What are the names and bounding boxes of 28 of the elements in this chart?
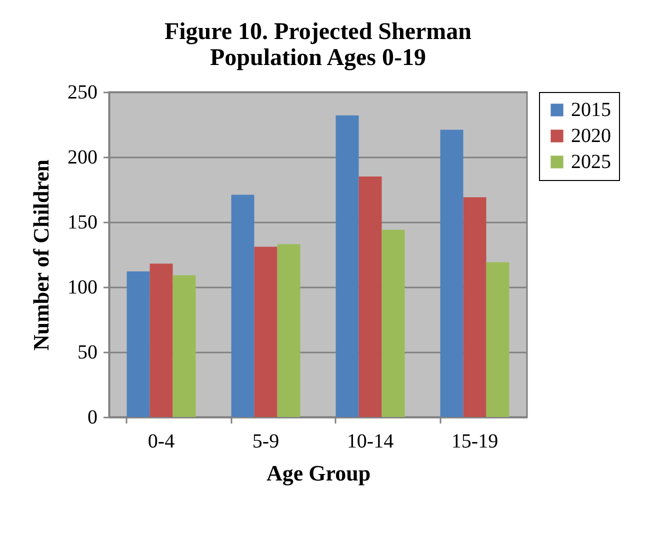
y-tick-label: 200 xyxy=(68,146,98,168)
legend-label: 2025 xyxy=(571,151,611,173)
bar xyxy=(126,271,150,417)
y-tick-label: 0 xyxy=(88,406,98,428)
y-tick-label: 100 xyxy=(68,276,98,298)
bar xyxy=(254,246,278,417)
y-axis-title: Number of Children xyxy=(28,159,54,351)
bar xyxy=(486,262,510,417)
bar xyxy=(463,197,486,417)
x-tick-label: 5-9 xyxy=(252,430,280,452)
x-axis-title: Age Group xyxy=(266,460,371,486)
x-tick-label: 15-19 xyxy=(451,430,498,452)
bar xyxy=(336,115,359,417)
bar xyxy=(150,264,173,417)
chart-title: Figure 10. Projected Sherman Population Ages 0-19 xyxy=(164,19,472,71)
bar xyxy=(277,244,300,417)
y-tick-label: 150 xyxy=(68,212,98,234)
bar xyxy=(231,194,254,417)
legend-label: 2020 xyxy=(571,125,611,147)
bar xyxy=(382,230,405,417)
bar xyxy=(358,176,382,417)
legend-label: 2015 xyxy=(571,99,611,121)
bar xyxy=(172,275,196,417)
bar xyxy=(440,130,464,417)
y-tick-label: 50 xyxy=(78,342,98,364)
x-tick-label: 0-4 xyxy=(148,430,175,452)
x-tick-label: 10-14 xyxy=(346,430,394,452)
y-tick-label: 250 xyxy=(68,82,98,104)
